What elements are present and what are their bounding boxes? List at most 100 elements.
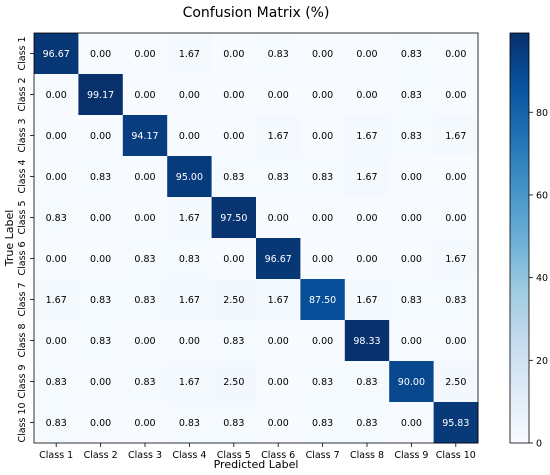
- heatmap-cell: [389, 74, 435, 116]
- heatmap-cell: [167, 197, 213, 239]
- heatmap-cell: [211, 74, 257, 116]
- heatmap-cell: [433, 74, 479, 116]
- cell-value-label: 0.83: [90, 295, 111, 306]
- cell-value-label: 2.50: [445, 377, 466, 388]
- cell-value-label: 0.83: [134, 377, 155, 388]
- heatmap-cell: [256, 402, 301, 444]
- heatmap-cell: [34, 361, 79, 403]
- cell-value-label: 0.83: [268, 172, 289, 183]
- cell-value-label: 97.50: [220, 213, 247, 224]
- cell-value-label: 0.83: [401, 131, 422, 142]
- cell-value-label: 0.00: [179, 336, 200, 347]
- cell-value-label: 0.83: [134, 295, 155, 306]
- heatmap-cell: [433, 279, 479, 321]
- cell-value-label: 0.00: [401, 418, 422, 429]
- cell-value-label: 0.00: [401, 254, 422, 265]
- heatmap-cell: [256, 115, 301, 157]
- heatmap-cell: [34, 115, 79, 157]
- cell-value-label: 0.00: [90, 377, 111, 388]
- heatmap-cell: [122, 115, 168, 157]
- cell-value-label: 0.83: [179, 418, 200, 429]
- x-tick-label: Class 8: [350, 450, 384, 461]
- cell-value-label: 0.00: [312, 49, 333, 60]
- cell-value-label: 0.00: [356, 254, 377, 265]
- y-tick-label: Class 8: [17, 323, 28, 357]
- cell-value-label: 1.67: [179, 377, 200, 388]
- cell-value-label: 0.00: [312, 254, 333, 265]
- cell-value-label: 0.00: [46, 254, 67, 265]
- y-tick-label: Class 5: [17, 200, 28, 234]
- heatmap-cell: [34, 279, 79, 321]
- cell-value-label: 0.00: [223, 49, 244, 60]
- cell-value-label: 0.83: [268, 49, 289, 60]
- heatmap-cell: [167, 402, 213, 444]
- heatmap-cell: [211, 238, 257, 280]
- cell-value-label: 95.83: [442, 418, 469, 429]
- cell-value-label: 1.67: [46, 295, 67, 306]
- heatmap-cell: [211, 402, 257, 444]
- heatmap-cell: [389, 238, 435, 280]
- heatmap-cell: [34, 320, 79, 362]
- heatmap-cell: [211, 279, 257, 321]
- cell-value-label: 0.83: [356, 377, 377, 388]
- cell-value-label: 0.00: [268, 336, 289, 347]
- heatmap-cell: [300, 156, 346, 198]
- x-axis-ticks: Class 1 Class 2 Class 3 Class 4 Class 5 Class…: [39, 443, 476, 461]
- heatmap-cell: [256, 361, 301, 403]
- cell-value-label: 0.00: [312, 131, 333, 142]
- cell-value-label: 0.00: [312, 90, 333, 101]
- heatmap-cell: [256, 74, 301, 116]
- cell-value-label: 0.00: [134, 418, 155, 429]
- heatmap-cell: [211, 115, 257, 157]
- cell-value-label: 0.83: [90, 336, 111, 347]
- heatmap-cell: [211, 320, 257, 362]
- heatmap-cell: [211, 361, 257, 403]
- heatmap-cell: [300, 320, 346, 362]
- cell-value-label: 0.83: [401, 49, 422, 60]
- cell-value-label: 0.00: [90, 131, 111, 142]
- heatmap-cell: [344, 115, 390, 157]
- cell-value-label: 0.00: [268, 213, 289, 224]
- heatmap-cell: [433, 402, 479, 444]
- heatmap-cell: [389, 402, 435, 444]
- heatmap-cell: [344, 33, 390, 75]
- heatmap-cell: [34, 197, 79, 239]
- colorbar-tick-label: 20: [536, 356, 548, 367]
- x-axis-label: Predicted Label: [214, 458, 299, 471]
- heatmap-cell: [78, 279, 124, 321]
- heatmap-cell: [122, 197, 168, 239]
- heatmap-cell: [344, 402, 390, 444]
- cell-value-label: 0.00: [356, 49, 377, 60]
- cell-value-label: 0.83: [445, 295, 466, 306]
- cell-value-label: 0.83: [46, 418, 67, 429]
- cell-value-label: 1.67: [268, 131, 289, 142]
- heatmap-cell: [389, 361, 435, 403]
- heatmap-cell: [122, 402, 168, 444]
- heatmap-cell: [300, 402, 346, 444]
- x-tick-label: Class 5: [217, 450, 251, 461]
- y-tick-label: Class 3: [17, 118, 28, 152]
- heatmap-cell: [167, 156, 213, 198]
- cell-value-label: 2.50: [223, 295, 244, 306]
- cell-value-label: 0.83: [134, 254, 155, 265]
- heatmap-cell: [389, 279, 435, 321]
- cell-value-label: 0.00: [46, 90, 67, 101]
- heatmap-cell: [122, 238, 168, 280]
- heatmap-cell: [256, 33, 301, 75]
- heatmap-cell: [433, 238, 479, 280]
- heatmap-cell-labels: 96.67 0.00 0.00 1.67 0.00 0.83 0.00 0.00 0.83 0.0…: [43, 49, 470, 429]
- heatmap-cell: [433, 361, 479, 403]
- heatmap-cell: [256, 238, 301, 280]
- x-tick-label: Class 4: [172, 450, 206, 461]
- cell-value-label: 0.00: [46, 172, 67, 183]
- heatmap-cell: [211, 156, 257, 198]
- heatmap-cell: [344, 74, 390, 116]
- cell-value-label: 0.00: [401, 336, 422, 347]
- chart-title: Confusion Matrix (%): [183, 5, 330, 21]
- cell-value-label: 94.17: [131, 131, 158, 142]
- heatmap-cell: [256, 279, 301, 321]
- y-tick-label: Class 6: [17, 241, 28, 275]
- heatmap-cell: [344, 279, 390, 321]
- cell-value-label: 99.17: [87, 90, 114, 101]
- cell-value-label: 0.00: [312, 336, 333, 347]
